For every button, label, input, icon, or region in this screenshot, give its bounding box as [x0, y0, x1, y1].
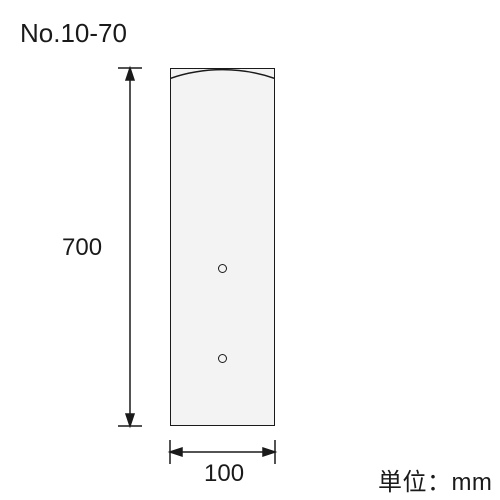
vertical-dimension [108, 66, 152, 428]
vertical-dimension-label: 700 [62, 234, 102, 262]
bag-shape [170, 68, 275, 426]
bag-outline [170, 68, 275, 426]
bag-hole-1 [218, 264, 227, 273]
bag-hole-2 [218, 354, 227, 363]
diagram-canvas: No.10-70 700 100 単位：mm [0, 0, 500, 500]
horizontal-dimension-label: 100 [204, 460, 244, 488]
bag-top-seam [170, 68, 275, 82]
product-number-title: No.10-70 [20, 18, 127, 49]
unit-label: 単位：mm [378, 462, 492, 497]
